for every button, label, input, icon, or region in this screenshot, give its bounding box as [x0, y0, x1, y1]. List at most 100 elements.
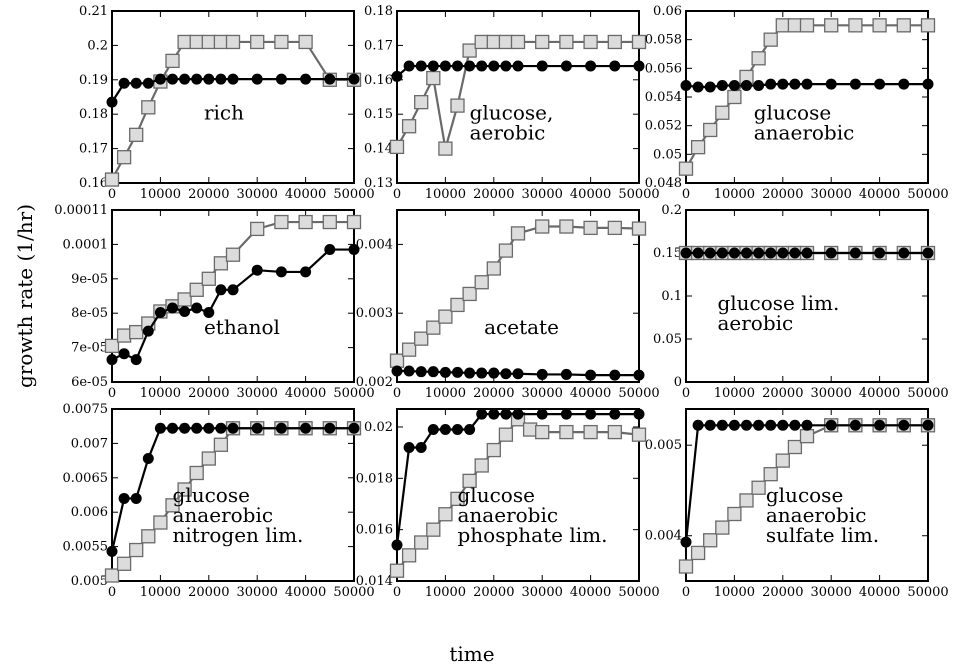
panel-label-line: aerobic — [717, 311, 793, 335]
data-point-square — [715, 105, 730, 120]
data-point-circle — [728, 419, 740, 431]
data-point-circle — [633, 369, 645, 381]
series-line-gray — [685, 24, 928, 170]
data-point-square — [498, 427, 514, 442]
data-point-square — [727, 89, 742, 105]
data-point-circle — [536, 368, 548, 380]
panel-label: glucose anaerobic nitrogen lim. — [173, 483, 304, 547]
data-point-square — [414, 95, 429, 110]
x-tick-label: 10000 — [140, 386, 181, 401]
data-point-circle — [215, 284, 227, 296]
data-point-circle — [439, 366, 451, 378]
x-tick-label: 20000 — [473, 386, 514, 401]
x-tick-label: 10000 — [140, 187, 181, 202]
x-tick-label: 20000 — [188, 585, 229, 600]
data-point-square — [474, 275, 489, 290]
panel-label-line: glucose — [754, 100, 831, 124]
data-point-circle — [324, 73, 336, 85]
data-point-square — [522, 422, 538, 437]
x-tick-label: 0 — [682, 187, 690, 202]
y-tick-label: 0.18 — [364, 4, 393, 19]
data-point-square — [450, 297, 465, 313]
data-point-circle — [275, 73, 287, 85]
data-point-circle — [227, 422, 239, 434]
data-point-square — [631, 34, 647, 50]
x-tick-label: 20000 — [188, 386, 229, 401]
data-point-circle — [403, 365, 415, 377]
data-point-circle — [275, 422, 287, 434]
data-point-square — [401, 548, 417, 563]
x-tick-label: 30000 — [237, 386, 278, 401]
series-line-black — [685, 82, 928, 89]
data-point-square — [896, 18, 911, 33]
data-point-circle — [300, 422, 312, 434]
x-axis-label: time — [449, 642, 494, 666]
data-point-square — [559, 219, 574, 234]
data-point-circle — [415, 366, 427, 378]
data-point-square — [189, 282, 204, 297]
data-point-circle — [609, 408, 621, 420]
x-tick-label: 10000 — [714, 386, 755, 401]
data-point-circle — [874, 247, 886, 259]
data-point-circle — [716, 247, 728, 259]
data-point-circle — [251, 73, 263, 85]
y-tick-label: 0.006 — [71, 505, 108, 520]
x-tick-label: 40000 — [285, 187, 326, 202]
data-point-circle — [728, 247, 740, 259]
x-tick-label: 10000 — [714, 187, 755, 202]
data-point-circle — [324, 422, 336, 434]
data-point-circle — [203, 307, 215, 319]
series-line-gray — [396, 225, 640, 362]
data-point-square — [438, 309, 453, 324]
series-line-black — [111, 78, 354, 103]
y-tick-label: 0.17 — [364, 38, 393, 53]
data-point-square — [474, 34, 489, 50]
data-point-square — [389, 353, 405, 368]
chart-panel-4: 0 10000 20000 30000 40000 50000 6e-05 7e-05 8e-0… — [54, 203, 374, 401]
data-point-circle — [765, 78, 777, 90]
data-point-circle — [512, 368, 524, 380]
data-point-circle — [476, 408, 488, 420]
data-point-circle — [391, 365, 403, 377]
panel-label-line: rich — [204, 100, 244, 124]
data-point-circle — [464, 424, 476, 436]
data-point-circle — [692, 419, 704, 431]
x-tick-label: 30000 — [237, 187, 278, 202]
chart-panel-6: 0 10000 20000 30000 40000 50000 0 0.05 0.1 0.15 0.… — [653, 203, 949, 401]
y-tick-label: 0.0055 — [63, 540, 109, 555]
data-point-circle — [692, 247, 704, 259]
panel-label-line: sulfate lim. — [766, 523, 879, 547]
y-tick-label: 0.052 — [645, 119, 682, 134]
data-point-circle — [922, 247, 934, 259]
data-point-circle — [500, 368, 512, 380]
data-point-circle — [728, 80, 740, 92]
data-point-circle — [300, 73, 312, 85]
data-point-circle — [154, 73, 166, 85]
y-tick-label: 0.1 — [661, 289, 682, 304]
y-tick-label: 0.17 — [79, 142, 108, 157]
data-point-circle — [191, 73, 203, 85]
x-tick-label: 20000 — [473, 585, 514, 600]
data-point-square — [177, 292, 192, 307]
panel-label-line: anaerobic — [766, 503, 867, 527]
data-point-square — [535, 219, 550, 234]
y-tick-label: 0.00011 — [54, 203, 108, 218]
data-point-circle — [142, 453, 154, 465]
panel-label-line: acetate — [484, 315, 559, 339]
data-point-square — [510, 34, 526, 50]
data-point-circle — [118, 492, 130, 504]
data-point-square — [414, 331, 429, 346]
data-point-square — [298, 34, 313, 50]
data-point-square — [872, 18, 887, 33]
data-point-square — [141, 100, 156, 115]
y-tick-label: 0.14 — [364, 142, 393, 157]
panel-label-line: anaerobic — [458, 503, 559, 527]
x-tick-label: 0 — [682, 386, 690, 401]
data-point-circle — [585, 60, 597, 72]
y-tick-label: 0.16 — [364, 73, 393, 88]
x-tick-label: 50000 — [907, 386, 948, 401]
data-point-square — [450, 491, 465, 507]
data-point-square — [535, 34, 550, 50]
y-tick-label: 0 — [674, 375, 682, 390]
x-tick-label: 40000 — [285, 585, 326, 600]
